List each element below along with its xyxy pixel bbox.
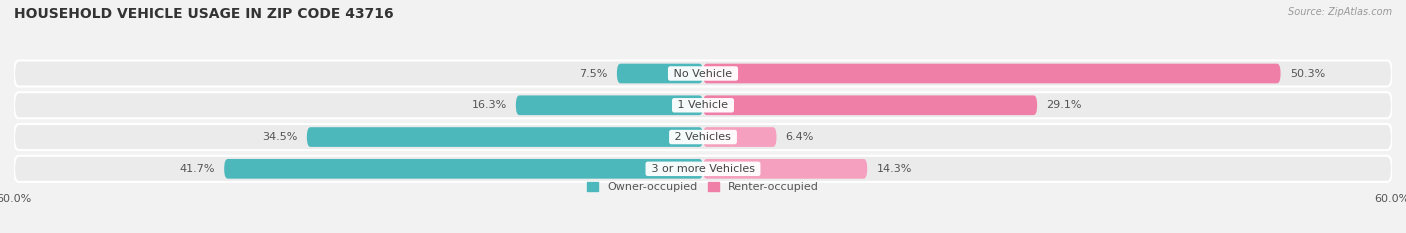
- FancyBboxPatch shape: [14, 156, 1392, 182]
- FancyBboxPatch shape: [224, 159, 703, 179]
- Text: 2 Vehicles: 2 Vehicles: [671, 132, 735, 142]
- Text: 7.5%: 7.5%: [579, 69, 607, 79]
- FancyBboxPatch shape: [14, 61, 1392, 86]
- Text: 3 or more Vehicles: 3 or more Vehicles: [648, 164, 758, 174]
- Legend: Owner-occupied, Renter-occupied: Owner-occupied, Renter-occupied: [582, 178, 824, 197]
- FancyBboxPatch shape: [703, 64, 1281, 83]
- Text: 6.4%: 6.4%: [786, 132, 814, 142]
- Text: 1 Vehicle: 1 Vehicle: [675, 100, 731, 110]
- FancyBboxPatch shape: [617, 64, 703, 83]
- Text: HOUSEHOLD VEHICLE USAGE IN ZIP CODE 43716: HOUSEHOLD VEHICLE USAGE IN ZIP CODE 4371…: [14, 7, 394, 21]
- FancyBboxPatch shape: [14, 92, 1392, 118]
- FancyBboxPatch shape: [703, 96, 1038, 115]
- FancyBboxPatch shape: [703, 159, 868, 179]
- Text: 29.1%: 29.1%: [1046, 100, 1081, 110]
- Text: Source: ZipAtlas.com: Source: ZipAtlas.com: [1288, 7, 1392, 17]
- FancyBboxPatch shape: [703, 127, 776, 147]
- Text: 34.5%: 34.5%: [263, 132, 298, 142]
- FancyBboxPatch shape: [14, 124, 1392, 150]
- Text: 41.7%: 41.7%: [180, 164, 215, 174]
- Text: 50.3%: 50.3%: [1289, 69, 1324, 79]
- Text: 14.3%: 14.3%: [876, 164, 911, 174]
- FancyBboxPatch shape: [307, 127, 703, 147]
- Text: 16.3%: 16.3%: [471, 100, 506, 110]
- Text: No Vehicle: No Vehicle: [671, 69, 735, 79]
- FancyBboxPatch shape: [516, 96, 703, 115]
